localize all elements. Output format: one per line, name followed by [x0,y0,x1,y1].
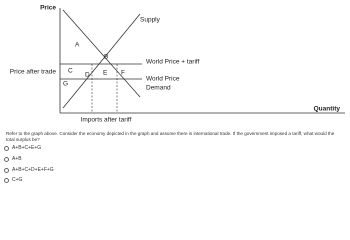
option[interactable]: A+B+C+D+E+F+G [4,167,54,173]
graph: Price Quantity Price after trade Supply … [10,5,345,124]
area-label: F [121,70,125,77]
area-label: E [103,70,108,77]
radio[interactable] [4,167,9,173]
y-axis-label: Price [40,5,56,12]
radio[interactable] [4,145,9,151]
radio[interactable] [4,156,9,162]
area-label: C [68,68,73,75]
area-label: B [104,54,108,61]
page: {"graph": {"y_axis_label": "Price", "x_a… [4,4,345,183]
option-label: A+B+C+D+E+F+G [12,167,54,173]
supply-line [62,13,141,109]
option[interactable]: A+B+C+E+G [4,145,41,151]
question: Refer to the graph above. Consider the e… [6,131,335,142]
area-label: A [75,42,80,49]
world-price-label: World Price [146,76,180,83]
option[interactable]: C+G [4,177,22,183]
supply-label: Supply [140,17,161,24]
demand-label: Demand [146,85,171,92]
x-axis-label: Quantity [314,106,341,113]
demand-line [62,9,141,98]
radio[interactable] [4,177,9,183]
area-label: G [63,81,68,88]
option[interactable]: A+B [4,156,22,162]
price-label: Price after trade [10,69,57,76]
option-label: A+B [12,156,22,162]
option-label: A+B+C+E+G [12,145,42,151]
option-label: C+G [12,177,23,183]
imports-label: Imports after tariff [81,117,132,124]
area-label: D [85,72,90,79]
tariff-label: World Price + tariff [146,59,200,66]
